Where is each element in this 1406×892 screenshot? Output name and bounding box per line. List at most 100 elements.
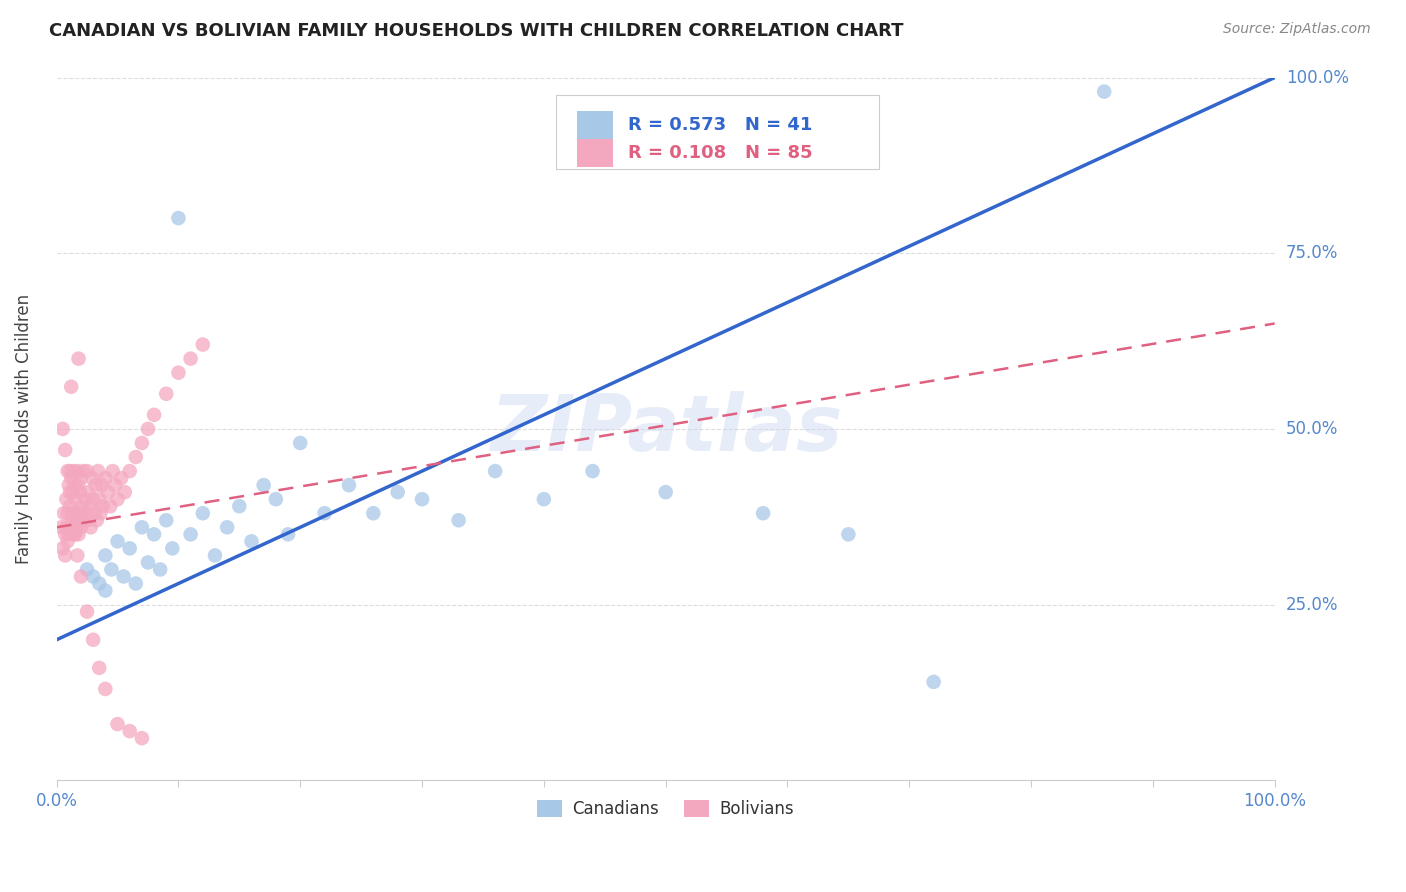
Point bbox=[581, 464, 603, 478]
Point bbox=[337, 478, 360, 492]
Point bbox=[55, 520, 77, 534]
Y-axis label: Family Households with Children: Family Households with Children bbox=[15, 293, 32, 564]
Point bbox=[1092, 85, 1115, 99]
Point bbox=[131, 520, 153, 534]
Point bbox=[76, 513, 98, 527]
Point bbox=[114, 485, 136, 500]
Point bbox=[76, 464, 98, 478]
Point bbox=[72, 464, 94, 478]
Point bbox=[59, 485, 82, 500]
Point bbox=[82, 492, 104, 507]
Point bbox=[162, 541, 184, 556]
Point bbox=[70, 569, 93, 583]
Point bbox=[125, 576, 148, 591]
Point bbox=[118, 724, 141, 739]
Point bbox=[66, 513, 89, 527]
Point bbox=[58, 527, 80, 541]
Point bbox=[52, 422, 75, 436]
Point bbox=[107, 534, 129, 549]
Point bbox=[65, 492, 87, 507]
Point bbox=[63, 478, 86, 492]
Point bbox=[143, 408, 166, 422]
Point bbox=[484, 464, 506, 478]
Point bbox=[191, 337, 214, 351]
Point bbox=[204, 549, 226, 563]
Point bbox=[70, 520, 93, 534]
Point bbox=[125, 450, 148, 464]
Point bbox=[89, 506, 111, 520]
Point bbox=[79, 500, 101, 514]
Point bbox=[67, 527, 90, 541]
FancyBboxPatch shape bbox=[576, 138, 613, 167]
Text: ZIPatlas: ZIPatlas bbox=[489, 391, 842, 467]
Point bbox=[922, 674, 945, 689]
Point bbox=[67, 351, 90, 366]
Point bbox=[253, 478, 276, 492]
Point bbox=[314, 506, 336, 520]
Point bbox=[118, 541, 141, 556]
Point bbox=[52, 541, 75, 556]
Point bbox=[167, 366, 190, 380]
Point bbox=[66, 464, 89, 478]
Point bbox=[70, 471, 93, 485]
Point bbox=[53, 442, 76, 457]
Point bbox=[63, 527, 86, 541]
Text: R = 0.573   N = 41: R = 0.573 N = 41 bbox=[628, 116, 813, 134]
Point bbox=[264, 492, 287, 507]
Point bbox=[89, 492, 111, 507]
Text: 50.0%: 50.0% bbox=[1286, 420, 1339, 438]
Text: Source: ZipAtlas.com: Source: ZipAtlas.com bbox=[1223, 22, 1371, 37]
Point bbox=[82, 632, 104, 647]
Point bbox=[155, 386, 177, 401]
Point bbox=[80, 471, 103, 485]
Point bbox=[89, 661, 111, 675]
Point bbox=[101, 464, 124, 478]
Point bbox=[363, 506, 385, 520]
Point bbox=[59, 464, 82, 478]
Point bbox=[149, 562, 172, 576]
Point bbox=[107, 717, 129, 731]
FancyBboxPatch shape bbox=[576, 111, 613, 139]
Point bbox=[110, 471, 132, 485]
Point bbox=[72, 513, 94, 527]
Point bbox=[66, 549, 89, 563]
Point bbox=[63, 506, 86, 520]
Point bbox=[62, 485, 84, 500]
Point bbox=[118, 464, 141, 478]
Point bbox=[91, 500, 114, 514]
Point bbox=[83, 506, 105, 520]
Point bbox=[654, 485, 676, 500]
Point bbox=[837, 527, 859, 541]
Text: 100.0%: 100.0% bbox=[1286, 69, 1348, 87]
Point bbox=[75, 506, 97, 520]
Text: CANADIAN VS BOLIVIAN FAMILY HOUSEHOLDS WITH CHILDREN CORRELATION CHART: CANADIAN VS BOLIVIAN FAMILY HOUSEHOLDS W… bbox=[49, 22, 904, 40]
Point bbox=[55, 492, 77, 507]
Point bbox=[69, 506, 91, 520]
Text: 75.0%: 75.0% bbox=[1286, 244, 1339, 262]
Point bbox=[290, 436, 312, 450]
Point bbox=[131, 436, 153, 450]
Point bbox=[180, 351, 202, 366]
Point bbox=[90, 478, 112, 492]
Point bbox=[136, 422, 159, 436]
Point bbox=[155, 513, 177, 527]
Point bbox=[76, 605, 98, 619]
Point bbox=[94, 549, 117, 563]
Point bbox=[56, 506, 79, 520]
Point bbox=[59, 500, 82, 514]
Point bbox=[97, 485, 120, 500]
Point bbox=[98, 500, 121, 514]
Point bbox=[217, 520, 239, 534]
Point bbox=[51, 520, 73, 534]
Point bbox=[411, 492, 433, 507]
Point bbox=[100, 562, 122, 576]
Point bbox=[60, 471, 83, 485]
Point bbox=[53, 527, 76, 541]
Point bbox=[167, 211, 190, 225]
Point bbox=[86, 513, 108, 527]
Point bbox=[62, 527, 84, 541]
Point bbox=[77, 485, 100, 500]
Point bbox=[67, 478, 90, 492]
Point bbox=[104, 478, 127, 492]
Text: 25.0%: 25.0% bbox=[1286, 596, 1339, 614]
